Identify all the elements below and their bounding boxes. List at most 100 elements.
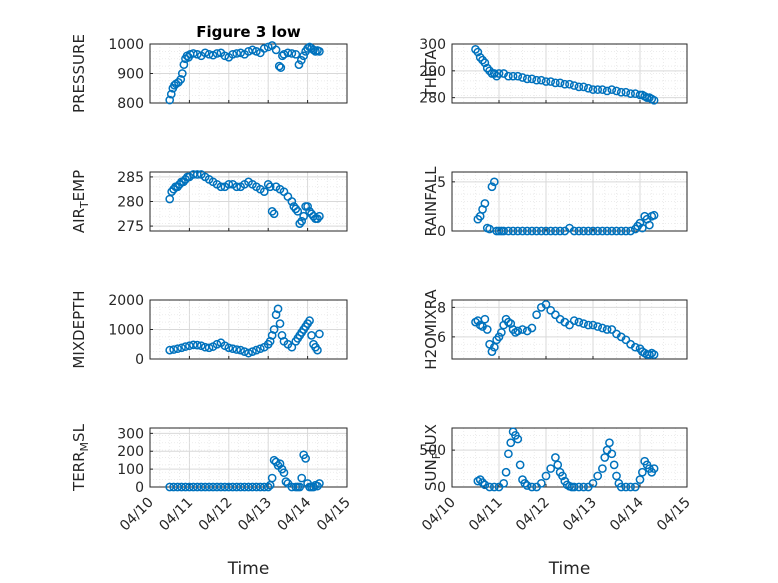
data-point [473,47,483,57]
y-tick-label: 300 [117,426,144,442]
x-tick-label: 04/12 [196,495,236,535]
data-point [192,170,202,179]
data-point [259,44,269,53]
figure-title: Figure 3 low [196,23,301,41]
data-point [299,51,309,61]
data-point [499,226,509,236]
data-point [649,464,659,473]
data-point [499,69,509,78]
data-point [600,453,610,462]
y-axis-label: TERRMSL [70,423,91,492]
data-point [612,226,621,236]
data-point [555,78,565,88]
y-tick-label: 5 [437,175,446,191]
data-point [520,478,530,488]
data-point [480,314,490,324]
data-point [267,206,277,216]
data-point [200,48,210,58]
data-point [294,60,304,70]
data-point [501,467,511,477]
data-point [598,464,607,473]
subplot-2: 280 290 300 [419,37,688,107]
data-point [301,454,310,463]
y-tick-label: 0 [135,480,144,496]
y-tick-label: 6 [437,330,446,346]
data-point [220,51,230,61]
data-point [536,75,546,85]
data-point [204,49,214,59]
data-point [574,482,584,492]
data-point [236,345,245,355]
data-point [546,77,556,86]
data-point [579,319,588,328]
y-axis-label: RAINFALL [422,166,440,237]
data-point [607,449,617,459]
axes-box [451,299,688,360]
data-point [192,49,202,59]
data-point [612,86,621,96]
y-axis-label: PRESSURE [70,34,88,113]
data-point [588,226,598,236]
data-point [279,468,289,478]
data-point [527,226,537,236]
x-tick-label: 04/11 [466,495,506,535]
data-point [579,482,588,492]
data-point [630,482,640,492]
data-point [196,341,206,351]
data-point [487,182,497,192]
data-point [228,49,238,59]
data-point [616,87,626,97]
subplot-1: 800 900 1000 [108,37,348,112]
data-point [541,77,551,86]
data-point [236,48,245,58]
data-point [297,473,307,483]
data-point [166,89,176,99]
data-point [252,47,261,56]
y-tick-label: 0 [437,480,446,496]
data-point [532,75,541,85]
data-point [287,49,297,58]
data-point [522,226,532,236]
data-point [527,482,537,492]
data-point [626,226,635,236]
data-point [508,226,518,236]
data-point [281,477,291,486]
data-point [513,226,523,236]
data-point [607,85,617,94]
data-point [616,226,626,236]
data-point [513,434,523,444]
axes-box [149,299,348,360]
data-point [252,345,261,355]
data-point [248,45,257,55]
data-point [177,343,186,353]
data-point [275,319,285,328]
data-point [593,226,603,236]
data-point [541,300,551,309]
y-tick-label: 280 [419,91,446,107]
data-point [274,61,284,71]
y-tick-label: 200 [117,444,144,460]
data-point [177,69,187,78]
data-point [527,74,537,84]
y-tick-label: 2000 [108,293,144,309]
data-point [551,226,560,236]
data-point [212,339,222,349]
data-point [315,47,324,56]
data-point [255,344,265,354]
data-point [553,460,563,470]
data-point [565,320,574,330]
data-point [626,482,635,492]
data-point [569,81,579,90]
data-point [494,69,504,78]
data-point [588,320,598,330]
data-point [558,471,567,481]
data-point [518,325,527,334]
data-point [291,204,301,214]
data-point [297,216,307,226]
data-point [612,471,621,481]
data-point [607,226,617,236]
data-point [565,79,574,89]
data-point [546,464,556,473]
